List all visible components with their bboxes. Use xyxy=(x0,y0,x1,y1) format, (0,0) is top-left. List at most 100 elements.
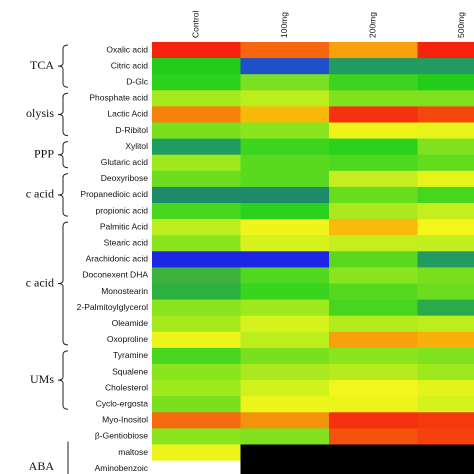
heatmap-cell xyxy=(417,251,474,268)
heatmap-cell xyxy=(417,42,474,59)
row-label: Cyclo-ergosta xyxy=(96,399,149,409)
heatmap-cell xyxy=(240,444,330,461)
heatmap-cell xyxy=(152,364,241,381)
heatmap-cell xyxy=(417,186,474,204)
heatmap-cell xyxy=(329,74,418,91)
heatmap-cell xyxy=(152,122,241,139)
heatmap-cell xyxy=(329,186,418,204)
heatmap-cell xyxy=(240,203,330,220)
row-label: Glutaric acid xyxy=(101,157,149,167)
group-brace xyxy=(57,141,69,169)
heatmap-cell xyxy=(417,396,474,413)
heatmap-cell xyxy=(417,444,474,461)
heatmap-cell xyxy=(152,170,241,188)
heatmap-cell xyxy=(417,154,474,172)
heatmap-cell xyxy=(240,380,330,397)
row-label: Oxoproline xyxy=(107,334,148,344)
row-label: Citric acid xyxy=(111,60,149,70)
row-label: maltose xyxy=(118,447,148,457)
group-label: TCA xyxy=(30,58,54,72)
heatmap-cell xyxy=(240,396,330,413)
heatmap-cell xyxy=(152,315,241,333)
heatmap-cell xyxy=(329,331,418,349)
heatmap-cell xyxy=(329,90,418,107)
heatmap-cell xyxy=(240,460,330,474)
heatmap-cell xyxy=(329,251,418,268)
heatmap-cell xyxy=(240,58,330,75)
heatmap-cell xyxy=(329,154,418,172)
heatmap-cell xyxy=(329,460,418,474)
row-label: Arachidonic acid xyxy=(86,254,149,264)
row-groups: TCA olysis PPP c acid c acid UMs ABA xyxy=(26,44,69,474)
group-label: c acid xyxy=(26,275,54,289)
heatmap-cell xyxy=(152,74,241,91)
heatmap-cell xyxy=(329,396,418,413)
row-label: Deoxyribose xyxy=(101,173,149,183)
heatmap-cell xyxy=(152,347,241,365)
row-label: Squalene xyxy=(112,366,148,376)
row-labels: Oxalic acid Citric acid D-Glc Phosphate aci… xyxy=(77,44,149,473)
heatmap-cell xyxy=(417,58,474,75)
heatmap-cell xyxy=(240,74,330,91)
row-label: propionic acid xyxy=(96,205,149,215)
heatmap-cell xyxy=(417,90,474,107)
heatmap-cell xyxy=(329,283,418,300)
group-label: olysis xyxy=(26,106,54,120)
heatmap-cell xyxy=(329,347,418,365)
heatmap-cell xyxy=(240,347,330,365)
heatmap-cell xyxy=(152,154,241,172)
heatmap-cell xyxy=(152,235,241,252)
heatmap-cell xyxy=(417,364,474,381)
heatmap-cell xyxy=(329,58,418,75)
heatmap-cell xyxy=(417,331,474,349)
heatmap-cell xyxy=(329,170,418,188)
row-label: Xylitol xyxy=(125,141,148,151)
heatmap-cell xyxy=(240,154,330,172)
group-brace xyxy=(57,173,69,217)
heatmap-cell xyxy=(152,460,241,474)
heatmap-cell xyxy=(240,42,330,59)
heatmap-cell xyxy=(152,186,241,204)
group-brace xyxy=(57,350,69,410)
heatmap-cell xyxy=(329,380,418,397)
heatmap-cell xyxy=(240,219,330,236)
heatmap-cell xyxy=(152,106,241,123)
heatmap-cell xyxy=(240,364,330,381)
row-label: Myo-Inositol xyxy=(102,415,148,425)
row-label: Oleamide xyxy=(112,318,149,328)
heatmap-cell xyxy=(152,267,241,284)
heatmap-cell xyxy=(240,299,330,317)
heatmap-cell xyxy=(329,444,418,461)
heatmap-cell xyxy=(240,331,330,349)
heatmap-cell xyxy=(240,283,330,300)
row-label: 2-Palmitoylglycerol xyxy=(77,302,148,312)
heatmap-cell xyxy=(152,412,241,429)
heatmap-cell xyxy=(152,42,241,59)
heatmap-cell xyxy=(152,299,241,317)
heatmap-cell xyxy=(417,138,474,156)
heatmap-cell xyxy=(329,412,418,429)
heatmap-cell xyxy=(329,364,418,381)
heatmap-cell xyxy=(329,42,418,59)
row-label: Cholesterol xyxy=(105,382,148,392)
heatmap-cell xyxy=(417,283,474,300)
heatmap-cell xyxy=(240,170,330,188)
row-label: Propanedioic acid xyxy=(80,189,148,199)
heatmap-cell xyxy=(329,138,418,156)
heatmap-cell xyxy=(152,396,241,413)
row-label: D-Glc xyxy=(126,77,148,87)
row-label: Tyramine xyxy=(113,350,148,360)
group-label: c acid xyxy=(26,187,54,201)
group-brace xyxy=(57,44,69,88)
heatmap-cell xyxy=(417,203,474,220)
row-label: β-Gentiobiose xyxy=(95,431,148,441)
heatmap-cell xyxy=(417,122,474,139)
heatmap-cell xyxy=(152,90,241,107)
heatmap-cell xyxy=(417,235,474,252)
column-label: 500mg xyxy=(456,12,466,38)
heatmap-cell xyxy=(329,428,418,445)
heatmap-cell xyxy=(240,251,330,268)
heatmap-cell xyxy=(329,203,418,220)
group-label: UMs xyxy=(30,372,54,386)
heatmap-cell xyxy=(329,299,418,317)
